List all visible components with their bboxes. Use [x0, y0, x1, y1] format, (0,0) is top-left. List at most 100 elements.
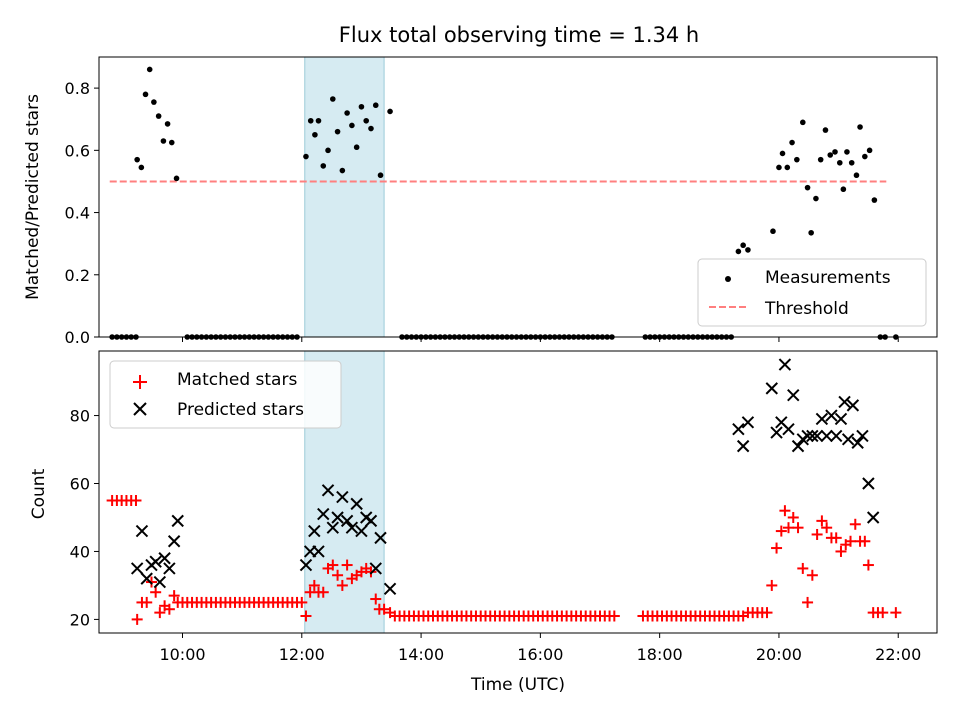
predicted-star-point: [838, 395, 851, 409]
measurement-point: [822, 127, 829, 133]
count-y-axis-label: Count: [29, 468, 49, 519]
matched-star-point: [811, 528, 823, 540]
predicted-star-point: [317, 507, 330, 521]
ratio-y-tick-label-0: 0.0: [65, 328, 90, 347]
predicted-star-point: [806, 429, 819, 443]
ratio-y-tick-label-4: 0.8: [65, 79, 90, 98]
measurement-point: [372, 102, 379, 109]
predicted-star-point: [732, 422, 745, 436]
predicted-star-point: [829, 429, 843, 443]
predicted-star-point: [153, 575, 167, 589]
predicted-star-point: [851, 436, 864, 449]
ratio-y-axis-label: Matched/Predicted stars: [23, 94, 43, 300]
matched-star-point: [327, 559, 339, 571]
predicted-star-point: [135, 524, 149, 538]
matched-star-point: [308, 579, 320, 591]
count-y-tick-label-0: 20: [70, 610, 90, 629]
measurement-point: [817, 156, 824, 163]
measurement-point: [368, 125, 374, 132]
measurement-point: [866, 147, 873, 154]
x-tick-label-2: 14:00: [398, 645, 444, 664]
predicted-star-point: [158, 552, 171, 565]
ratio-legend-box: [697, 258, 927, 327]
matched-star-point: [332, 569, 344, 581]
matched-star-point: [296, 596, 308, 608]
matched-star-point: [802, 596, 814, 608]
matched-star-point: [341, 559, 353, 571]
measurement-point: [330, 96, 336, 102]
observing-window-span: [304, 56, 385, 338]
predicted-star-point: [856, 429, 869, 443]
measurement-point: [800, 119, 806, 126]
predicted-star-point: [312, 545, 325, 558]
predicted-star-point: [350, 497, 363, 511]
ratio-legend: Measurements Threshold: [697, 258, 927, 327]
predicted-star-point: [171, 514, 184, 528]
matched-star-point: [370, 593, 382, 605]
x-tick-label-6: 22:00: [875, 645, 921, 664]
count-y-tick-label-2: 60: [70, 475, 90, 494]
predicted-star-point: [834, 412, 848, 426]
matched-star-point: [300, 610, 312, 622]
ratio-panel-frame: [98, 56, 938, 338]
predicted-star-point: [866, 511, 880, 524]
matched-star-point: [168, 590, 180, 602]
predicted-star-point: [810, 429, 824, 443]
measurement-point: [173, 175, 180, 182]
legend-matched-marker: [133, 375, 147, 389]
measurement-point: [387, 108, 393, 115]
measurement-point: [844, 149, 850, 155]
count-x-ticks: 10:00 12:00 14:00 16:00 18:00 20:00 22:00: [159, 633, 921, 664]
measurement-point: [325, 147, 331, 154]
count-y-ticks: 20 40 60 80: [70, 407, 99, 629]
predicted-star-point: [846, 399, 860, 412]
matched-star-point: [775, 525, 787, 537]
measurement-point: [334, 128, 341, 135]
predicted-star-point: [765, 382, 778, 395]
ratio-y-tick-label-1: 0.2: [65, 266, 90, 285]
matched-star-point: [816, 515, 828, 527]
x-tick-label-4: 18:00: [637, 645, 683, 664]
x-tick-label-5: 20:00: [756, 645, 802, 664]
measurement-point: [307, 117, 314, 124]
matched-star-point: [130, 494, 142, 506]
matched-star-point: [821, 522, 833, 534]
measurement-point: [779, 150, 786, 157]
legend-measurements-label: Measurements: [765, 268, 891, 288]
measurement-point: [789, 139, 795, 146]
legend-threshold-label: Threshold: [764, 299, 849, 319]
predicted-star-point: [326, 521, 340, 534]
ratio-y-ticks: 0.0 0.2 0.4 0.6 0.8: [65, 79, 99, 347]
predicted-star-point: [340, 514, 354, 528]
measurement-point: [146, 66, 153, 73]
predicted-star-point: [299, 558, 313, 572]
matched-star-point: [336, 579, 348, 591]
ratio-x-ticks: [182, 337, 899, 342]
measurement-point: [155, 113, 162, 119]
matched-star-point: [830, 532, 842, 544]
measurement-point: [377, 172, 384, 179]
matched-star-point: [890, 607, 902, 619]
count-panel: 20 40 60 80 10:00 12:00 14:00 16:00 18:00 20:00 2…: [29, 350, 938, 695]
matched-star-point: [845, 535, 857, 547]
measurement-point: [871, 197, 878, 203]
ratio-y-tick-label-3: 0.6: [65, 141, 90, 160]
measurement-point: [160, 138, 167, 144]
matched-star-point: [150, 586, 162, 598]
measurement-point: [353, 144, 360, 151]
measurement-point: [358, 103, 365, 110]
measurement-point: [134, 156, 140, 163]
matched-star-point: [154, 607, 166, 619]
matched-star-point: [797, 562, 809, 574]
matched-star-point: [877, 607, 889, 619]
ratio-panel: 0.00.20.40.60.8 Matched/Predicted stars …: [23, 56, 938, 347]
matched-star-point: [317, 586, 329, 598]
measurement-point: [827, 152, 834, 158]
matched-star-point: [806, 569, 818, 581]
legend-matched-label: Matched stars: [177, 370, 297, 390]
predicted-star-point: [841, 433, 855, 446]
count-y-tick-label-3: 80: [70, 407, 90, 426]
count-points: [106, 358, 902, 625]
measurement-point: [735, 248, 742, 255]
count-legend: Matched stars Predicted stars: [109, 360, 342, 429]
